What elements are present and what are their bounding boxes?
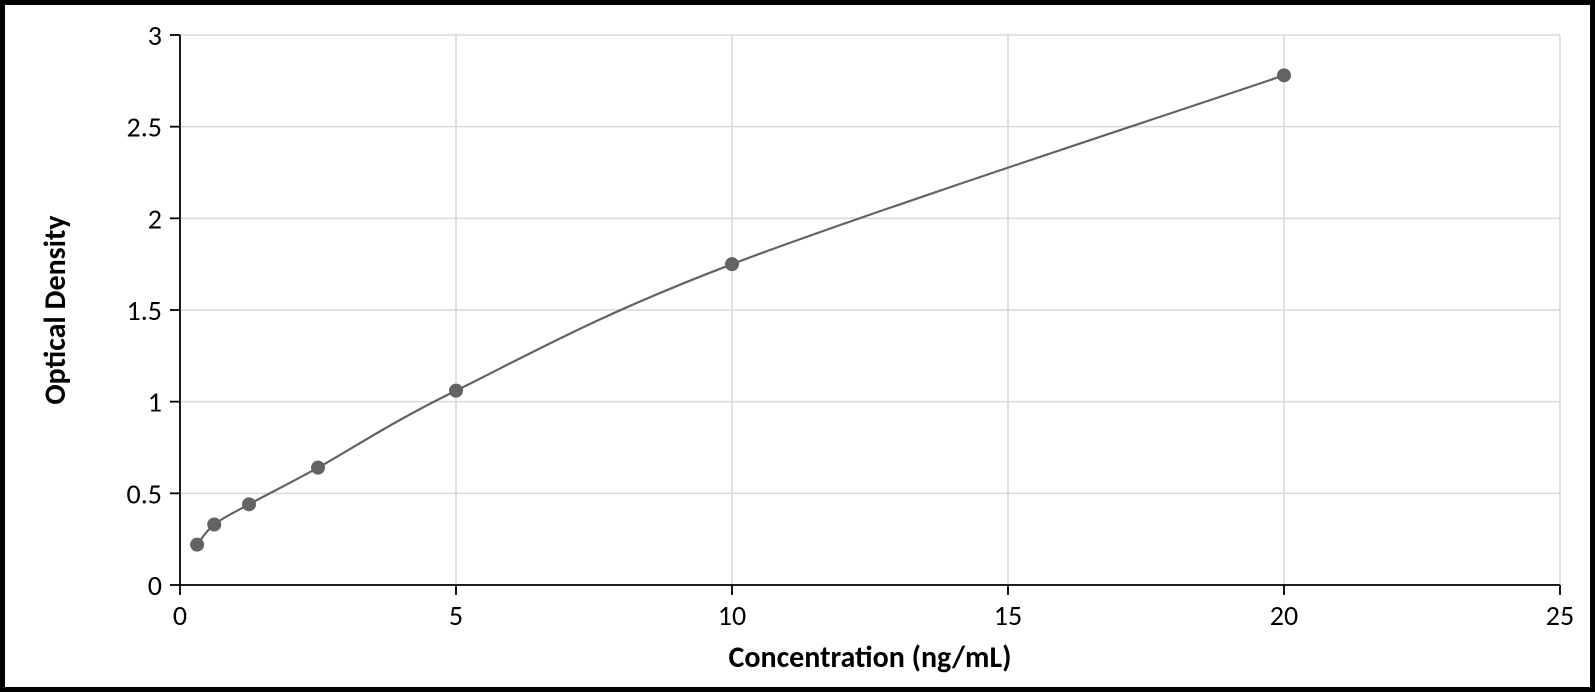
data-point xyxy=(311,461,325,475)
y-axis-label: Optical Density xyxy=(37,215,74,405)
y-tick-label: 1 xyxy=(148,385,162,420)
data-point xyxy=(1277,68,1291,82)
x-tick-label: 15 xyxy=(994,598,1022,633)
data-point xyxy=(190,538,204,552)
data-point xyxy=(242,497,256,511)
x-tick-label: 10 xyxy=(718,598,746,633)
chart-container: 0 5 10 15 20 25 0 0.5 1 1.5 2 2.5 3 Concentration (ng… xyxy=(0,0,1595,692)
y-tick-label: 0 xyxy=(148,568,162,603)
x-tick-label: 5 xyxy=(449,598,463,633)
y-tick-label: 3 xyxy=(148,18,162,53)
y-tick-label: 2.5 xyxy=(127,110,162,145)
data-point xyxy=(207,518,221,532)
x-axis-label: Concentration (ng/mL) xyxy=(729,639,1012,676)
x-tick-label: 0 xyxy=(173,598,187,633)
y-tick-label: 0.5 xyxy=(127,476,162,511)
y-tick-label: 2 xyxy=(148,201,162,236)
standard-curve-chart: 0 5 10 15 20 25 0 0.5 1 1.5 2 2.5 3 Concentration (ng… xyxy=(5,5,1590,687)
y-tick-label: 1.5 xyxy=(127,293,162,328)
data-point xyxy=(725,257,739,271)
data-point xyxy=(449,384,463,398)
x-tick-label: 20 xyxy=(1270,598,1298,633)
x-tick-label: 25 xyxy=(1546,598,1574,633)
